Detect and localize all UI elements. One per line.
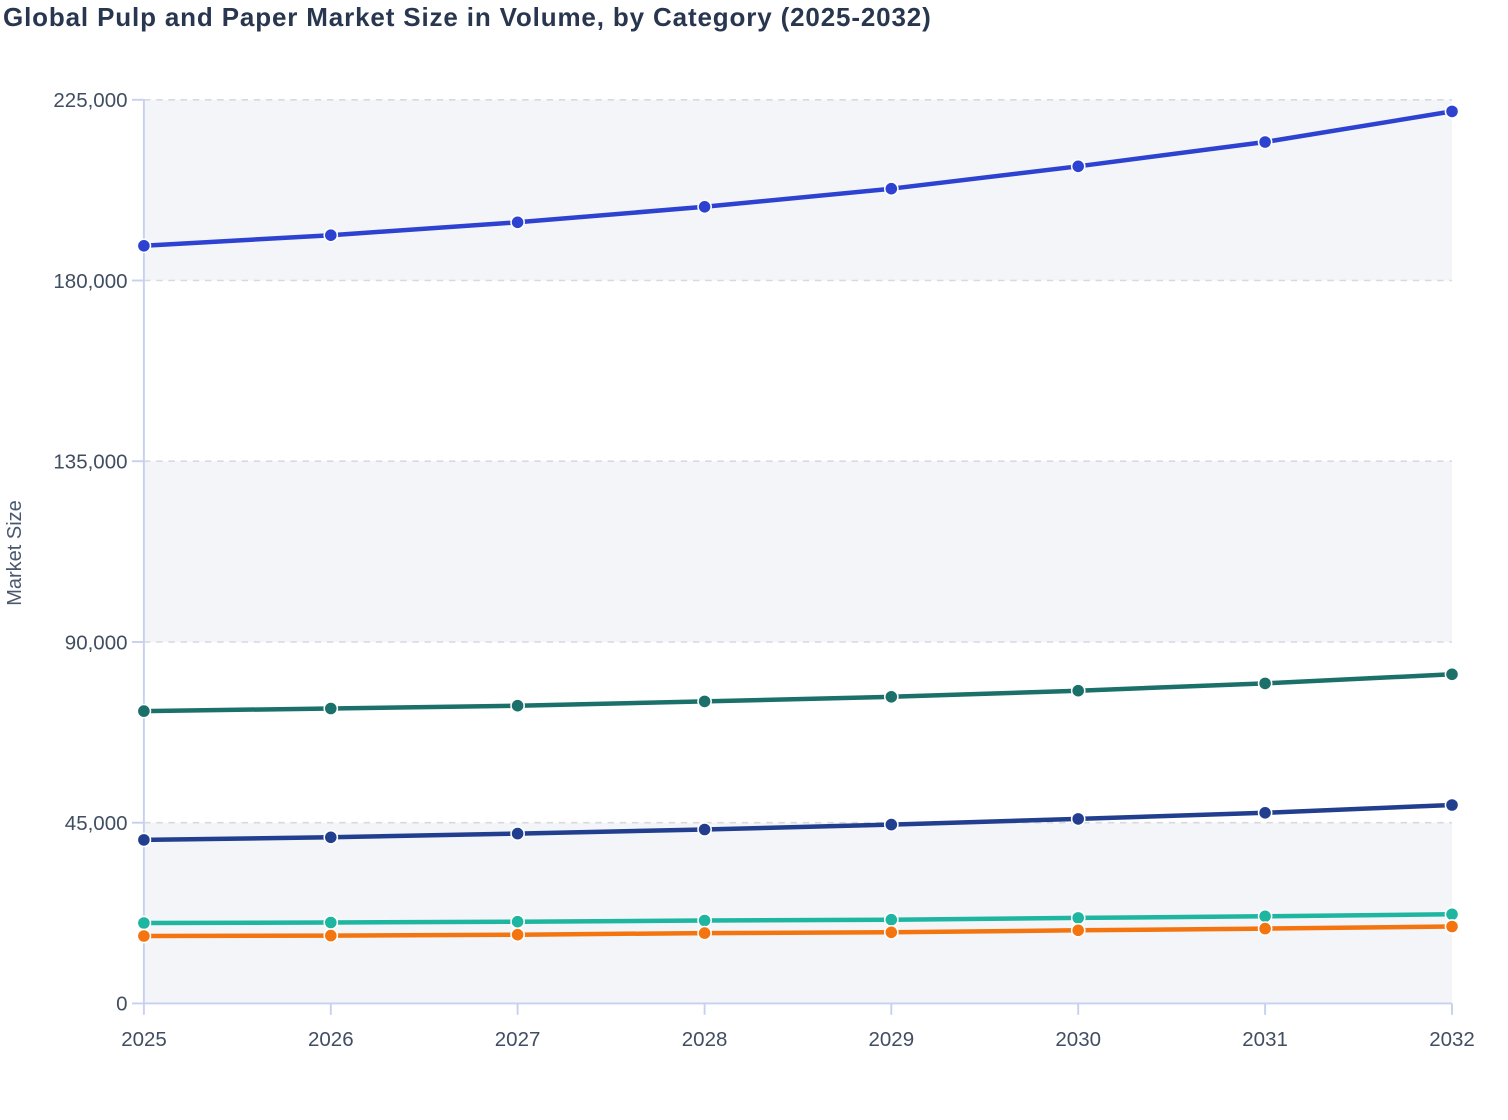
svg-text:180,000: 180,000 xyxy=(53,270,127,293)
svg-text:Global Pulp and Paper Market S: Global Pulp and Paper Market Size in Vol… xyxy=(3,2,932,32)
svg-text:225,000: 225,000 xyxy=(53,89,127,112)
svg-text:2031: 2031 xyxy=(1242,1028,1288,1051)
svg-text:2026: 2026 xyxy=(308,1028,354,1051)
svg-text:2032: 2032 xyxy=(1429,1028,1475,1051)
svg-text:2029: 2029 xyxy=(868,1028,914,1051)
svg-text:2025: 2025 xyxy=(121,1028,167,1051)
svg-text:0: 0 xyxy=(116,993,127,1016)
svg-text:2030: 2030 xyxy=(1055,1028,1101,1051)
svg-text:Market Size: Market Size xyxy=(4,500,26,606)
svg-text:135,000: 135,000 xyxy=(53,451,127,474)
svg-text:2028: 2028 xyxy=(682,1028,728,1051)
svg-text:45,000: 45,000 xyxy=(65,812,128,835)
svg-text:90,000: 90,000 xyxy=(65,631,128,654)
svg-text:2027: 2027 xyxy=(495,1028,541,1051)
